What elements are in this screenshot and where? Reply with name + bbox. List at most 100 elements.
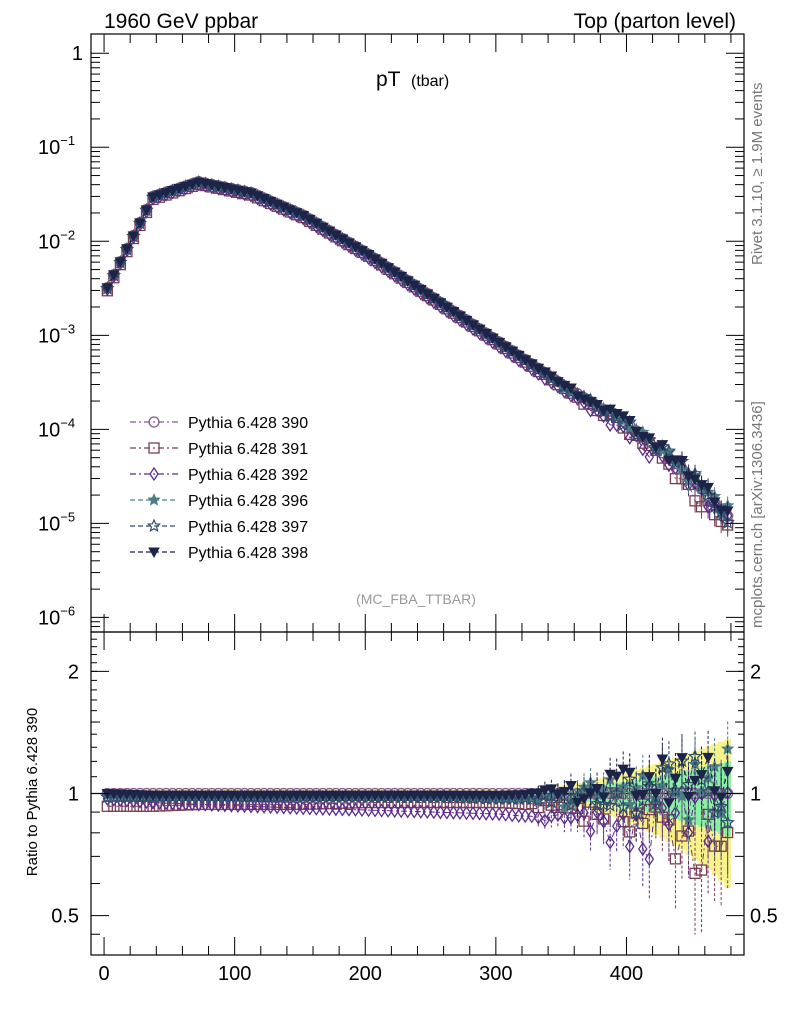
y-tick-base: 10: [38, 137, 60, 159]
ratio-point: [636, 790, 649, 801]
data-point: [656, 440, 669, 451]
legend-marker: [146, 518, 162, 533]
ratio-point: [513, 808, 524, 824]
y-tick-label: 1: [72, 43, 83, 65]
ratio-point: [531, 792, 546, 807]
ratio-point: [538, 785, 551, 796]
ratio-point: [455, 805, 465, 821]
data-point: [153, 190, 166, 201]
ratio-point: [558, 786, 571, 798]
ratio-point: [622, 771, 637, 786]
data-point: [186, 179, 199, 191]
ratio-point: [337, 802, 348, 817]
y-tick-base: 10: [38, 419, 60, 441]
ratio-point: [689, 775, 701, 787]
ratio-point: [370, 803, 380, 818]
ratio-point: [609, 785, 624, 800]
x-tick-label: 200: [349, 963, 382, 985]
x-tick-label: 0: [98, 963, 109, 985]
ratio-point: [259, 799, 269, 814]
legend-label: Pythia 6.428 390: [188, 415, 308, 432]
ratio-point: [663, 798, 675, 809]
ratio-y-tick-label-right: 1: [750, 784, 761, 806]
data-point: [173, 183, 186, 195]
data-point: [689, 474, 701, 486]
ratio-point: [291, 800, 302, 816]
ratio-point: [611, 818, 622, 834]
data-point: [160, 188, 172, 199]
ratio-point: [415, 804, 426, 819]
ratio-point: [596, 797, 611, 811]
ratio-point: [674, 753, 690, 768]
ratio-point: [526, 809, 537, 824]
ratio-point: [571, 797, 584, 809]
data-point: [720, 515, 735, 529]
ratio-point: [383, 803, 393, 818]
plot-title-main: pT: [376, 68, 401, 91]
ratio-point: [545, 784, 558, 795]
ratio-point: [500, 807, 511, 822]
ratio-point: [121, 800, 133, 812]
data-point: [166, 186, 179, 197]
ratio-point: [618, 807, 628, 822]
ratio-point: [422, 804, 433, 820]
ratio-point: [311, 801, 322, 816]
mcplots-label: mcplots.cern.ch [arXiv:1306.3436]: [749, 401, 766, 628]
ratio-point: [324, 801, 335, 817]
legend-marker: [148, 547, 160, 559]
y-tick-label: 10−2: [38, 227, 75, 253]
analysis-label: (MC_FBA_TTBAR): [356, 591, 476, 607]
ratio-y-tick-label-left: 2: [68, 661, 79, 683]
data-point: [649, 442, 662, 454]
ratio-point: [304, 801, 315, 816]
header-right: Top (parton level): [574, 10, 736, 33]
ratio-point: [442, 805, 452, 820]
data-point: [708, 497, 721, 508]
ratio-point: [624, 839, 635, 854]
ratio-point: [252, 799, 263, 814]
data-point: [101, 283, 114, 294]
x-tick-label: 300: [479, 963, 512, 985]
ratio-point: [101, 800, 113, 812]
legend-marker: [148, 442, 160, 454]
ratio-point: [630, 791, 643, 802]
plot-title-sub: (tbar): [411, 73, 449, 90]
ratio-point: [676, 753, 688, 764]
legend-marker: [149, 466, 159, 482]
ratio-point: [363, 802, 374, 818]
ratio-point: [720, 815, 735, 829]
data-point: [545, 371, 558, 383]
rivet-label: Rivet 3.1.10, ≥ 1.9M events: [749, 83, 766, 266]
legend-marker: [147, 492, 161, 506]
main-frame: [90, 33, 745, 633]
ratio-point: [610, 771, 623, 783]
ratio-point: [481, 806, 491, 821]
ratio-point: [357, 802, 367, 818]
ratio-panel: [91, 721, 744, 935]
ratio-point: [108, 800, 120, 812]
ratio-point: [474, 806, 485, 821]
ratio-point: [487, 806, 498, 822]
legend-label: Pythia 6.428 396: [188, 493, 308, 510]
ratio-point: [389, 803, 400, 819]
y-tick-exp: −6: [60, 603, 75, 618]
ratio-point: [533, 810, 544, 825]
data-point: [179, 181, 192, 193]
ratio-point: [642, 778, 657, 793]
legend-label: Pythia 6.428 398: [188, 545, 308, 562]
ratio-point: [578, 794, 590, 805]
y-tick-exp: −4: [60, 415, 75, 430]
ratio-point: [702, 752, 714, 764]
data-point: [643, 433, 656, 444]
y-tick-exp: −3: [60, 321, 75, 336]
ratio-point: [597, 792, 610, 803]
ratio-point: [519, 789, 532, 801]
ratio-point: [623, 767, 636, 779]
ratio-point: [207, 797, 217, 813]
y-tick-label: 10−6: [38, 603, 75, 629]
ratio-ylabel: Ratio to Pythia 6.428 390: [24, 708, 41, 876]
data-point: [108, 270, 120, 281]
ratio-point: [616, 799, 631, 814]
ratio-point: [396, 803, 406, 819]
ratio-point: [624, 826, 636, 838]
